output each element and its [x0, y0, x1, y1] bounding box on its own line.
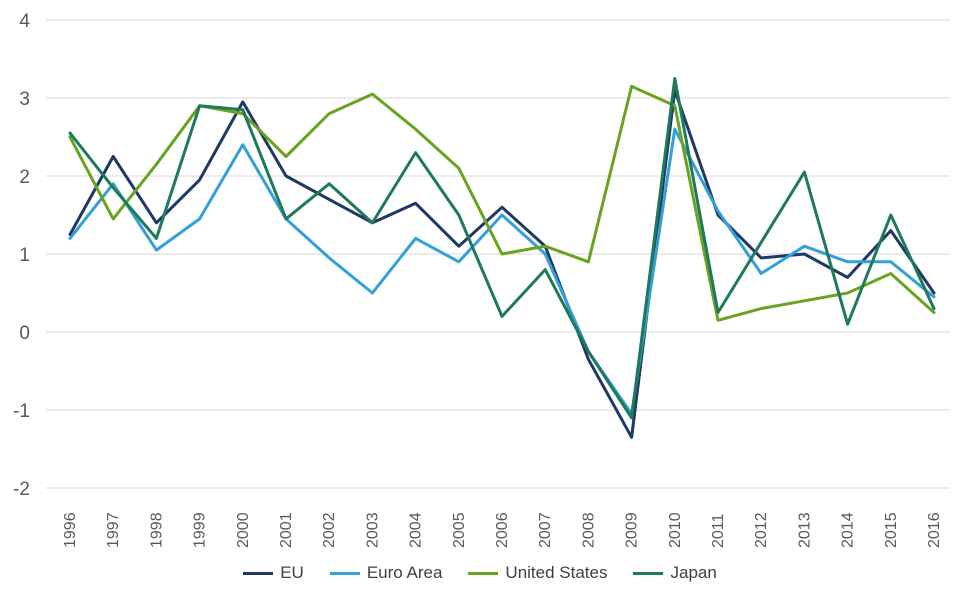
series-line-united-states [68, 84, 936, 322]
x-tick-label: 2003 [364, 512, 381, 548]
x-tick-label: 2004 [408, 512, 425, 548]
series-line-eu [68, 88, 936, 439]
x-tick-label: 1998 [148, 512, 165, 548]
x-tick-label: 2010 [667, 512, 684, 548]
x-tick-label: 2005 [451, 512, 468, 548]
x-tick-label: 2012 [753, 512, 770, 548]
legend-label: EU [280, 563, 304, 582]
x-tick-label: 2011 [710, 513, 727, 548]
x-tick-label: 2006 [494, 512, 511, 548]
plot-area: 4 3 2 1 0 -1 -2 1996 1997 1998 1999 2000 2001 2002 200… [13, 11, 950, 548]
legend-item-eu: EU [243, 563, 304, 583]
x-tick-label: 2001 [278, 512, 295, 548]
legend-label: United States [505, 563, 608, 582]
x-tick-label: 2007 [537, 512, 554, 548]
y-tick-label: 2 [19, 167, 30, 188]
x-tick-label: 1999 [192, 512, 209, 548]
y-tick-label: 0 [19, 323, 30, 344]
legend-line-swatch [468, 571, 499, 575]
legend-item-united-states: United States [468, 563, 607, 583]
legend-item-euro-area: Euro Area [329, 563, 443, 583]
y-tick-label: -1 [13, 401, 30, 422]
x-tick-label: 2008 [580, 512, 597, 548]
y-tick-label: -2 [13, 479, 30, 500]
x-tick-label: 2014 [840, 512, 857, 548]
x-tick-label: 2009 [624, 512, 641, 548]
x-tick-label: 1997 [105, 512, 122, 548]
legend: EU Euro Area United States Japan [0, 556, 960, 590]
x-tick-label: 2002 [321, 512, 338, 548]
legend-line-swatch [329, 571, 360, 575]
legend-line-swatch [633, 571, 664, 575]
legend-item-japan: Japan [633, 563, 717, 583]
x-tick-label: 2016 [926, 512, 943, 548]
y-tick-label: 3 [19, 89, 30, 110]
x-tick-label: 2013 [796, 512, 813, 548]
y-tick-label: 1 [19, 245, 30, 266]
x-tick-label: 2000 [235, 512, 252, 548]
x-tick-label: 1996 [62, 512, 79, 548]
series-line-euro-area [68, 127, 936, 416]
legend-label: Euro Area [366, 563, 443, 582]
legend-label: Japan [670, 563, 717, 582]
y-tick-label: 4 [19, 11, 30, 32]
series-line-japan [68, 77, 936, 420]
legend-line-swatch [243, 571, 274, 575]
x-tick-label: 2015 [883, 512, 900, 548]
